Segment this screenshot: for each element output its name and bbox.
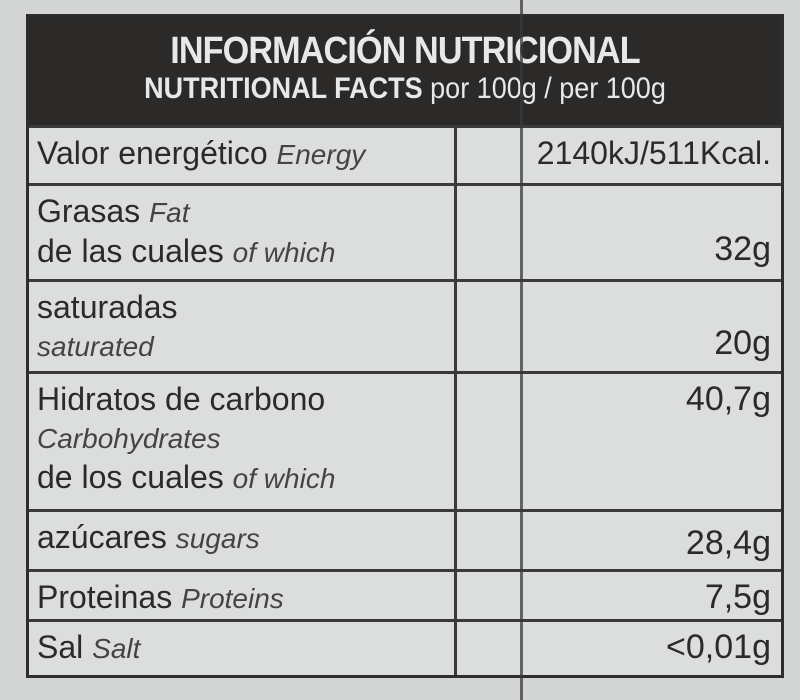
subtitle-bold: NUTRITIONAL FACTS <box>144 72 423 105</box>
row-sugars: azúcares sugars 28,4g <box>29 509 781 569</box>
nutrition-label: INFORMACIÓN NUTRICIONAL NUTRITIONAL FACT… <box>26 14 784 678</box>
subtitle-per-100g: por 100g / per 100g <box>430 72 666 105</box>
row-salt: Sal Salt <0,01g <box>29 619 781 675</box>
row-energy: Valor energético Energy 2140kJ/511Kcal. <box>29 125 781 183</box>
nutrient-value: 2140kJ/511Kcal. <box>536 135 771 171</box>
nutrient-name: Hidratos de carbono <box>37 381 326 417</box>
row-fat: Grasas Fat de las cuales of which 32g <box>29 183 781 279</box>
nutrient-name-en: Energy <box>276 139 366 170</box>
nutrient-value: 32g <box>714 230 771 268</box>
nutrient-name-en: Proteins <box>181 583 284 614</box>
nutrient-value: 7,5g <box>704 578 771 616</box>
label-header: INFORMACIÓN NUTRICIONAL NUTRITIONAL FACT… <box>29 17 781 125</box>
nutrient-name: saturadas <box>37 289 178 325</box>
nutrient-name: Sal <box>37 629 84 665</box>
nutrient-name-en: saturated <box>37 331 154 362</box>
nutrient-value: <0,01g <box>666 628 771 666</box>
nutrient-subtext-en: of which <box>232 237 336 268</box>
label-title: INFORMACIÓN NUTRICIONAL <box>170 30 640 72</box>
package-fold-crease <box>520 0 523 700</box>
nutrient-name: Grasas <box>37 193 141 229</box>
label-subtitle: NUTRITIONAL FACTS por 100g / per 100g <box>67 71 744 107</box>
nutrient-name: Valor energético <box>37 135 268 171</box>
nutrient-name-en: Salt <box>92 633 141 664</box>
nutrient-subtext: de las cuales <box>37 233 224 269</box>
nutrient-value: 40,7g <box>685 380 771 418</box>
nutrient-name-en: Carbohydrates <box>37 423 221 454</box>
nutrient-name-en: sugars <box>175 523 260 554</box>
nutrient-subtext: de los cuales <box>37 459 224 495</box>
nutrient-value: 28,4g <box>685 524 771 562</box>
nutrient-value: 20g <box>714 324 771 362</box>
nutrient-name-en: Fat <box>149 197 190 228</box>
nutrient-name: Proteinas <box>37 579 173 615</box>
nutrient-subtext-en: of which <box>232 463 336 494</box>
nutrient-name: azúcares <box>37 519 167 555</box>
row-saturated: saturadas saturated 20g <box>29 279 781 371</box>
row-proteins: Proteinas Proteins 7,5g <box>29 569 781 619</box>
row-carbohydrates: Hidratos de carbono Carbohydrates de los c… <box>29 371 781 509</box>
